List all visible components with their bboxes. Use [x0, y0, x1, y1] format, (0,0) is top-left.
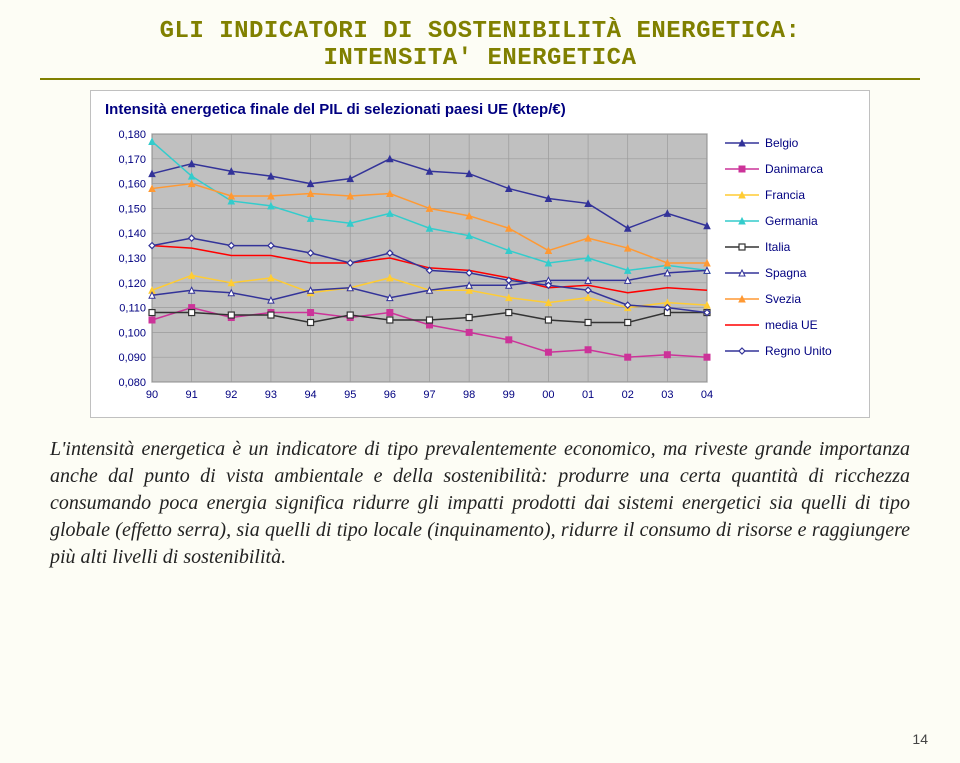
svg-text:0,110: 0,110 [119, 303, 146, 315]
svg-text:93: 93 [265, 389, 277, 401]
legend-item: Italia [725, 234, 863, 260]
svg-text:98: 98 [463, 389, 475, 401]
svg-text:94: 94 [304, 389, 316, 401]
legend-label: Italia [765, 240, 790, 254]
svg-text:0,120: 0,120 [118, 278, 146, 290]
svg-text:03: 03 [661, 389, 673, 401]
legend-label: Spagna [765, 266, 806, 280]
svg-text:0,160: 0,160 [118, 179, 146, 191]
body-paragraph: L'intensità energetica è un indicatore d… [40, 436, 920, 571]
legend-label: Belgio [765, 136, 798, 150]
svg-text:04: 04 [701, 389, 713, 401]
chart-plot: 0,080 0,090 0,100 0,110 0,120 0,130 0,140 0,150… [97, 126, 717, 411]
legend-item: Svezia [725, 286, 863, 312]
legend-label: Danimarca [765, 162, 823, 176]
legend-label: Francia [765, 188, 805, 202]
svg-text:0,170: 0,170 [118, 154, 146, 166]
chart-container: Intensità energetica finale del PIL di s… [90, 90, 870, 418]
page-heading: GLI INDICATORI DI SOSTENIBILITÀ ENERGETI… [40, 18, 920, 72]
svg-text:0,180: 0,180 [118, 129, 146, 141]
page-number: 14 [912, 731, 928, 747]
svg-text:01: 01 [582, 389, 594, 401]
legend-label: Svezia [765, 292, 801, 306]
svg-text:92: 92 [225, 389, 237, 401]
legend-item: Regno Unito [725, 338, 863, 364]
svg-text:96: 96 [384, 389, 396, 401]
legend-label: Regno Unito [765, 344, 832, 358]
title-underline [40, 78, 920, 80]
svg-text:00: 00 [542, 389, 554, 401]
svg-text:97: 97 [423, 389, 435, 401]
svg-text:99: 99 [503, 389, 515, 401]
legend-item: Francia [725, 182, 863, 208]
svg-text:0,080: 0,080 [118, 377, 146, 389]
legend-item: media UE [725, 312, 863, 338]
svg-text:0,130: 0,130 [118, 253, 146, 265]
svg-text:0,100: 0,100 [118, 327, 146, 339]
legend-item: Germania [725, 208, 863, 234]
chart-title: Intensità energetica finale del PIL di s… [105, 101, 863, 118]
svg-text:02: 02 [622, 389, 634, 401]
legend-item: Danimarca [725, 156, 863, 182]
svg-text:95: 95 [344, 389, 356, 401]
svg-text:0,140: 0,140 [118, 228, 146, 240]
svg-text:0,150: 0,150 [118, 203, 146, 215]
legend-item: Spagna [725, 260, 863, 286]
chart-legend: Belgio Danimarca Francia Germania Italia Spag… [717, 126, 863, 411]
svg-text:90: 90 [146, 389, 158, 401]
legend-label: Germania [765, 214, 818, 228]
title-line-2: INTENSITA' ENERGETICA [40, 45, 920, 72]
legend-label: media UE [765, 318, 818, 332]
legend-item: Belgio [725, 130, 863, 156]
svg-text:91: 91 [186, 389, 198, 401]
svg-text:0,090: 0,090 [118, 352, 146, 364]
title-line-1: GLI INDICATORI DI SOSTENIBILITÀ ENERGETI… [40, 18, 920, 45]
